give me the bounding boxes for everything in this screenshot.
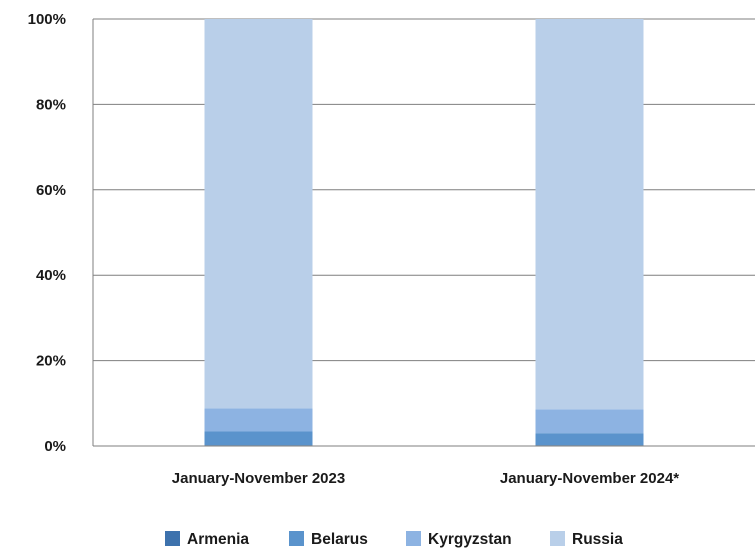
- bar-segment-belarus: [535, 433, 644, 446]
- bars: [204, 19, 644, 446]
- bar-segment-russia: [535, 19, 644, 410]
- y-tick-label: 80%: [36, 96, 66, 113]
- legend-item-belarus: Belarus: [289, 531, 368, 548]
- y-tick-label: 60%: [36, 182, 66, 199]
- grid-lines: [93, 18, 755, 362]
- legend-swatch: [550, 531, 565, 546]
- bar-segment-russia: [204, 19, 313, 409]
- legend-label: Kyrgyzstan: [428, 531, 512, 548]
- legend-label: Belarus: [311, 531, 368, 548]
- bar-segment-kyrgyzstan: [204, 408, 313, 432]
- y-tick-label: 0%: [44, 438, 66, 455]
- legend-item-kyrgyzstan: Kyrgyzstan: [406, 531, 512, 548]
- x-category-label: January-November 2023: [172, 470, 345, 487]
- legend-item-russia: Russia: [550, 531, 623, 548]
- axes: [92, 19, 755, 447]
- legend-swatch: [165, 531, 180, 546]
- x-category-label: January-November 2024*: [500, 470, 679, 487]
- legend: Armenia Belarus Kyrgyzstan Russia: [165, 531, 623, 548]
- legend-label: Russia: [572, 531, 623, 548]
- y-tick-label: 20%: [36, 353, 66, 370]
- y-tick-label: 100%: [28, 11, 66, 28]
- legend-swatch: [289, 531, 304, 546]
- y-tick-labels: 0% 20% 40% 60% 80% 100%: [28, 11, 66, 455]
- legend-label: Armenia: [187, 531, 249, 548]
- legend-swatch: [406, 531, 421, 546]
- y-tick-label: 40%: [36, 267, 66, 284]
- bar-segment-kyrgyzstan: [535, 409, 644, 434]
- x-category-labels: January-November 2023 January-November 20…: [172, 470, 680, 487]
- bar-segment-belarus: [204, 431, 313, 446]
- legend-item-armenia: Armenia: [165, 531, 249, 548]
